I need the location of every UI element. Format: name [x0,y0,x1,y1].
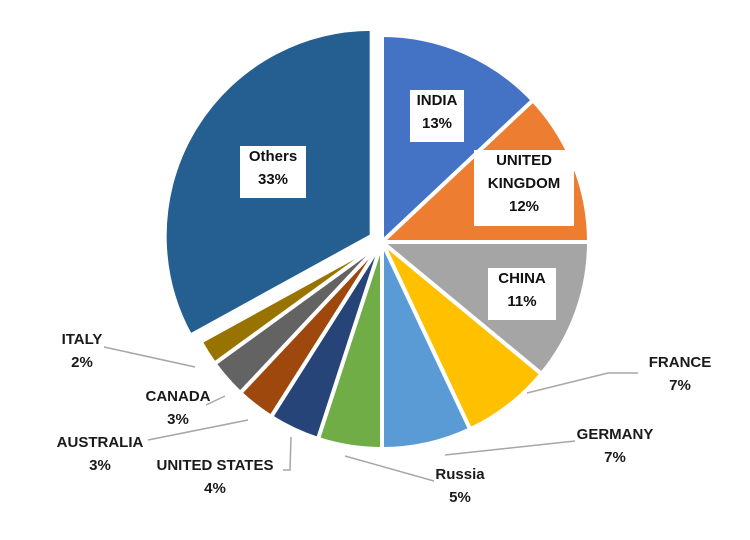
leader-line-italy [103,346,196,368]
pie-slices [162,26,591,451]
label-germany: GERMANY 7% [577,426,654,466]
leader-line-france [526,372,638,394]
label-italy: ITALY 2% [62,331,103,371]
slice-labels: INDIA 13% UNITED KINGDOM 12% CHINA 11% FRANCE 7%… [57,90,712,506]
label-box-united-kingdom [474,150,574,226]
label-united-kingdom: UNITED KINGDOM 12% [488,152,561,215]
leader-line-germany [444,440,576,456]
leader-line-russia [344,455,435,482]
label-australia: AUSTRALIA 3% [57,434,144,474]
label-india: INDIA 13% [417,92,458,132]
label-france: FRANCE 7% [649,354,712,394]
label-box-others [240,146,306,198]
label-others: Others 33% [249,148,297,188]
leader-lines [103,346,638,482]
label-box-india [410,90,464,142]
label-russia: Russia 5% [435,466,485,506]
leader-line-united-states [283,436,292,471]
label-united-states: UNITED STATES 4% [157,457,274,497]
slice-italy [198,240,384,366]
leader-line-australia [147,419,249,441]
label-canada: CANADA 3% [146,388,211,428]
label-box-china [488,268,556,320]
label-china: CHINA 11% [498,270,546,310]
leader-line-canada [205,395,226,406]
